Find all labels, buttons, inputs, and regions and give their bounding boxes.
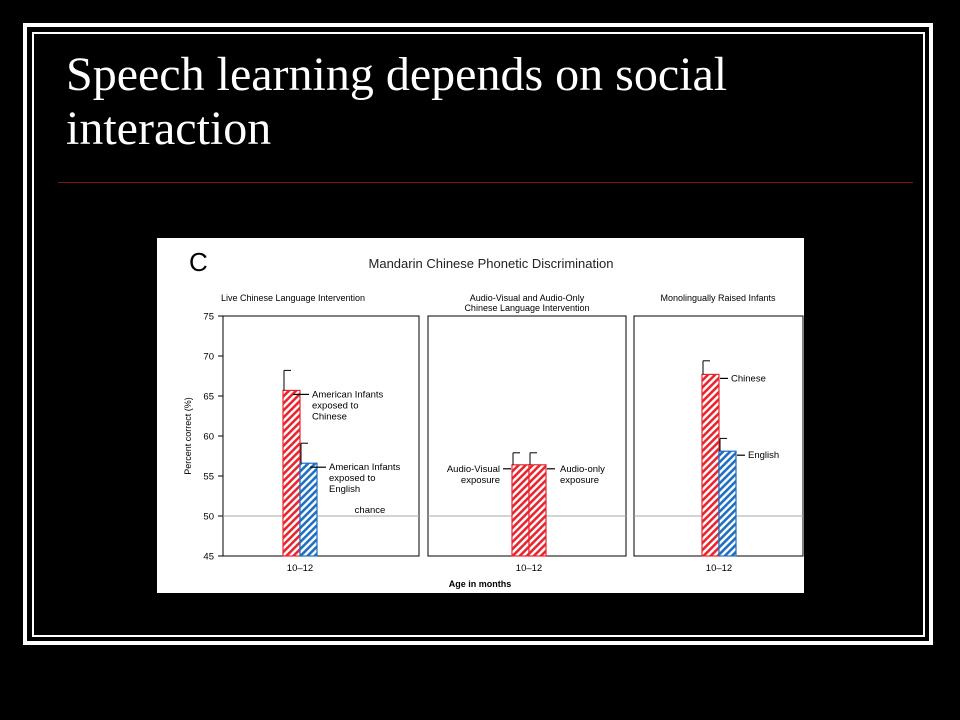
series-label: exposure	[461, 475, 500, 486]
bar	[718, 450, 737, 557]
slide-frame-inner	[32, 32, 925, 637]
x-tick-label: 10–12	[287, 563, 313, 574]
slide-frame-outer	[23, 23, 933, 645]
series-label: exposure	[560, 475, 599, 486]
y-tick-label: 65	[203, 392, 214, 403]
bar-chart: C Mandarin Chinese Phonetic Discriminatio…	[183, 247, 804, 589]
y-axis-label: Percent correct (%)	[183, 397, 193, 475]
series-label: English	[329, 484, 360, 495]
bar	[701, 373, 720, 557]
y-tick-label: 75	[203, 312, 214, 323]
chance-label: chance	[355, 505, 386, 516]
series-label: American Infants	[312, 389, 384, 400]
y-tick-label: 55	[203, 472, 214, 483]
panel-title: Chinese Language Intervention	[464, 303, 589, 313]
slide-title: Speech learning depends on social intera…	[66, 48, 728, 155]
series-label: exposed to	[329, 473, 375, 484]
panel-frame	[222, 315, 420, 557]
x-axis-label: Age in months	[449, 579, 512, 589]
series-label: English	[748, 450, 779, 461]
bar	[299, 462, 318, 557]
bar	[511, 464, 530, 557]
chart-title: Mandarin Chinese Phonetic Discrimination	[369, 256, 614, 271]
panel-title: Monolingually Raised Infants	[660, 293, 776, 303]
series-label: Chinese	[731, 373, 766, 384]
bar	[528, 464, 547, 557]
title-divider	[58, 182, 913, 183]
series-label: exposed to	[312, 400, 358, 411]
x-tick-label: 10–12	[706, 563, 732, 574]
chart-figure: C Mandarin Chinese Phonetic Discriminatio…	[157, 238, 804, 593]
series-label: Audio-Visual	[447, 464, 500, 475]
panel-title: Audio-Visual and Audio-Only	[470, 293, 585, 303]
y-tick-label: 60	[203, 432, 214, 443]
series-label: Chinese	[312, 411, 347, 422]
y-tick-label: 50	[203, 512, 214, 523]
y-tick-label: 70	[203, 352, 214, 363]
panel-title: Live Chinese Language Intervention	[221, 293, 365, 303]
x-tick-label: 10–12	[516, 563, 542, 574]
y-tick-label: 45	[203, 552, 214, 563]
panel-letter: C	[189, 247, 208, 277]
bar	[282, 389, 301, 557]
series-label: American Infants	[329, 462, 401, 473]
series-label: Audio-only	[560, 464, 605, 475]
